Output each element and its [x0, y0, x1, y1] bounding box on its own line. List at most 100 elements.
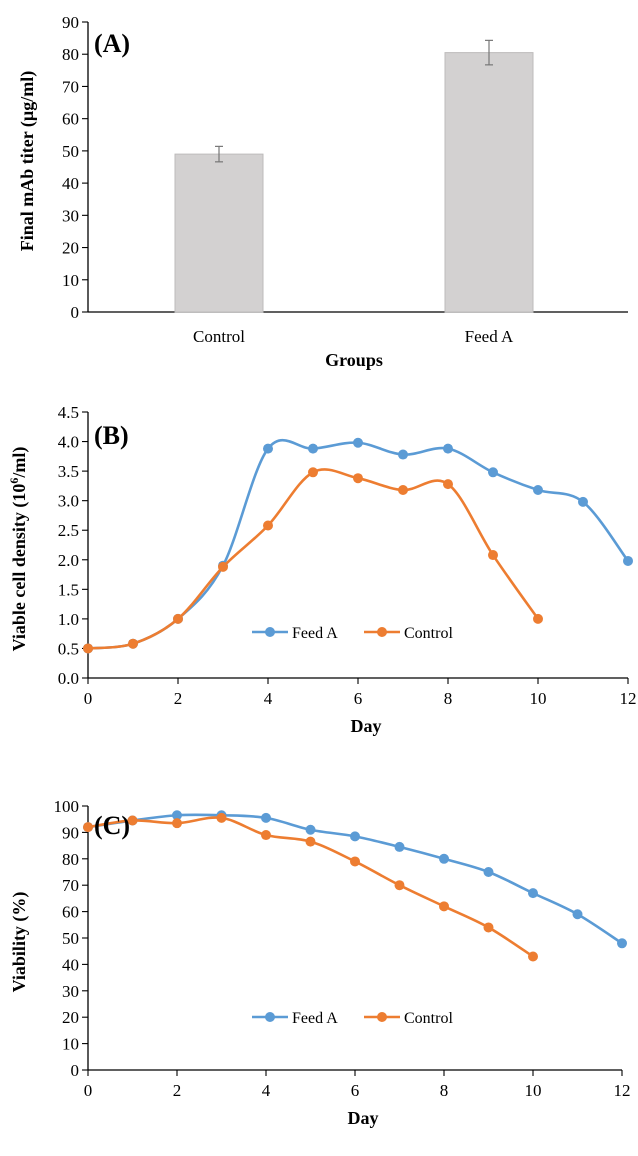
y-tick-label: 60 — [62, 110, 79, 129]
panel-a-chart: 0 10 20 30 40 50 60 70 80 90 Control Feed A (A) Group… — [17, 13, 628, 370]
y-tick-label: 40 — [62, 955, 79, 974]
data-point — [127, 815, 138, 826]
y-tick-label: 80 — [62, 850, 79, 869]
x-tick-label: 6 — [354, 689, 363, 708]
data-point — [394, 841, 405, 852]
panel-label: (B) — [94, 421, 129, 450]
y-tick-label: 100 — [54, 797, 80, 816]
y-tick-label: 4.0 — [58, 433, 79, 452]
data-point — [263, 520, 273, 531]
y-tick-label: 0.5 — [58, 639, 79, 658]
y-tick-label: 70 — [62, 77, 79, 96]
panel-label: (C) — [94, 811, 130, 840]
y-tick-label: 70 — [62, 876, 79, 895]
x-category-label: Feed A — [465, 327, 514, 346]
y-tick-label: 90 — [62, 823, 79, 842]
data-point — [353, 473, 363, 484]
y-tick-label: 50 — [62, 142, 79, 161]
data-point — [173, 613, 183, 624]
y-tick-label: 20 — [62, 1008, 79, 1027]
data-point — [172, 810, 182, 821]
series-line-feed-a — [87, 438, 630, 650]
data-point — [483, 867, 494, 877]
data-point — [572, 909, 583, 920]
y-tick-label: 10 — [62, 271, 79, 290]
legend-swatch-marker — [265, 1012, 275, 1022]
data-point — [443, 479, 453, 490]
data-point — [308, 467, 318, 478]
x-tick-label: 2 — [173, 1081, 182, 1100]
x-tick-label: 10 — [530, 689, 547, 708]
data-point — [488, 550, 498, 561]
x-tick-label: 4 — [264, 689, 273, 708]
x-tick-label: 10 — [525, 1081, 542, 1100]
y-tick-label: 30 — [62, 206, 79, 225]
y-tick-label: 2.5 — [58, 521, 79, 540]
x-tick-label: 0 — [84, 689, 93, 708]
legend-label: Control — [404, 1010, 453, 1027]
y-tick-label: 0 — [71, 1061, 80, 1080]
y-tick-label: 20 — [62, 239, 79, 258]
y-axis-title-main: Viable cell density (10 — [9, 484, 30, 652]
data-point — [308, 443, 318, 454]
y-tick-label: 80 — [62, 45, 79, 64]
data-point — [578, 496, 588, 507]
panel-label: (A) — [94, 29, 130, 58]
x-axis-title: Day — [351, 716, 382, 736]
data-point — [263, 443, 273, 454]
data-point — [218, 561, 228, 572]
data-point — [216, 812, 227, 823]
legend-swatch-marker — [265, 627, 275, 637]
y-tick-label: 10 — [62, 1035, 79, 1054]
y-tick-label: 60 — [62, 903, 79, 922]
y-axis-title: Viability (%) — [9, 892, 30, 993]
y-axis-title: Final mAb titer (µg/ml) — [17, 71, 38, 252]
data-point — [261, 812, 271, 823]
y-tick-label: 4.5 — [58, 403, 79, 422]
y-tick-label: 90 — [62, 13, 79, 32]
data-point — [261, 830, 271, 841]
x-axis-title: Groups — [325, 350, 383, 370]
bar — [444, 52, 534, 313]
y-axis-title-end: /ml) — [9, 447, 30, 479]
y-tick-label: 1.0 — [58, 610, 79, 629]
data-point — [483, 922, 494, 933]
legend-label: Control — [404, 625, 453, 642]
legend-swatch-marker — [377, 1012, 387, 1022]
y-tick-label: 3.5 — [58, 462, 79, 481]
data-point — [394, 880, 405, 891]
data-point — [623, 555, 633, 566]
x-tick-label: 8 — [444, 689, 453, 708]
x-tick-label: 2 — [174, 689, 183, 708]
data-point — [528, 888, 538, 899]
data-point — [528, 951, 538, 962]
legend-label: Feed A — [292, 1010, 338, 1027]
y-tick-label: 3.0 — [58, 492, 79, 511]
series-line-control — [87, 468, 540, 650]
y-tick-label: 2.0 — [58, 551, 79, 570]
x-tick-label: 12 — [614, 1081, 631, 1100]
data-point — [305, 836, 316, 847]
data-point — [533, 485, 543, 496]
data-point — [398, 485, 408, 496]
y-tick-label: 1.5 — [58, 580, 79, 599]
legend-swatch-marker — [377, 627, 387, 637]
data-point — [83, 643, 93, 654]
data-point — [83, 822, 93, 833]
x-tick-label: 8 — [440, 1081, 449, 1100]
y-axis-title-superscript: 6 — [7, 478, 21, 484]
data-point — [533, 613, 543, 624]
data-point — [398, 449, 408, 460]
x-category-label: Control — [193, 327, 245, 346]
x-tick-label: 4 — [262, 1081, 271, 1100]
data-point — [353, 437, 363, 448]
panel-c-chart: 0 10 20 30 40 50 60 70 80 90 100 0 2 4 6 8 10 12 Feed A Con… — [9, 797, 631, 1128]
y-tick-label: 30 — [62, 982, 79, 1001]
data-point — [617, 938, 627, 949]
x-axis-title: Day — [348, 1108, 379, 1128]
y-tick-label: 40 — [62, 174, 79, 193]
data-point — [439, 901, 449, 912]
y-tick-label: 50 — [62, 929, 79, 948]
x-tick-label: 12 — [620, 689, 637, 708]
